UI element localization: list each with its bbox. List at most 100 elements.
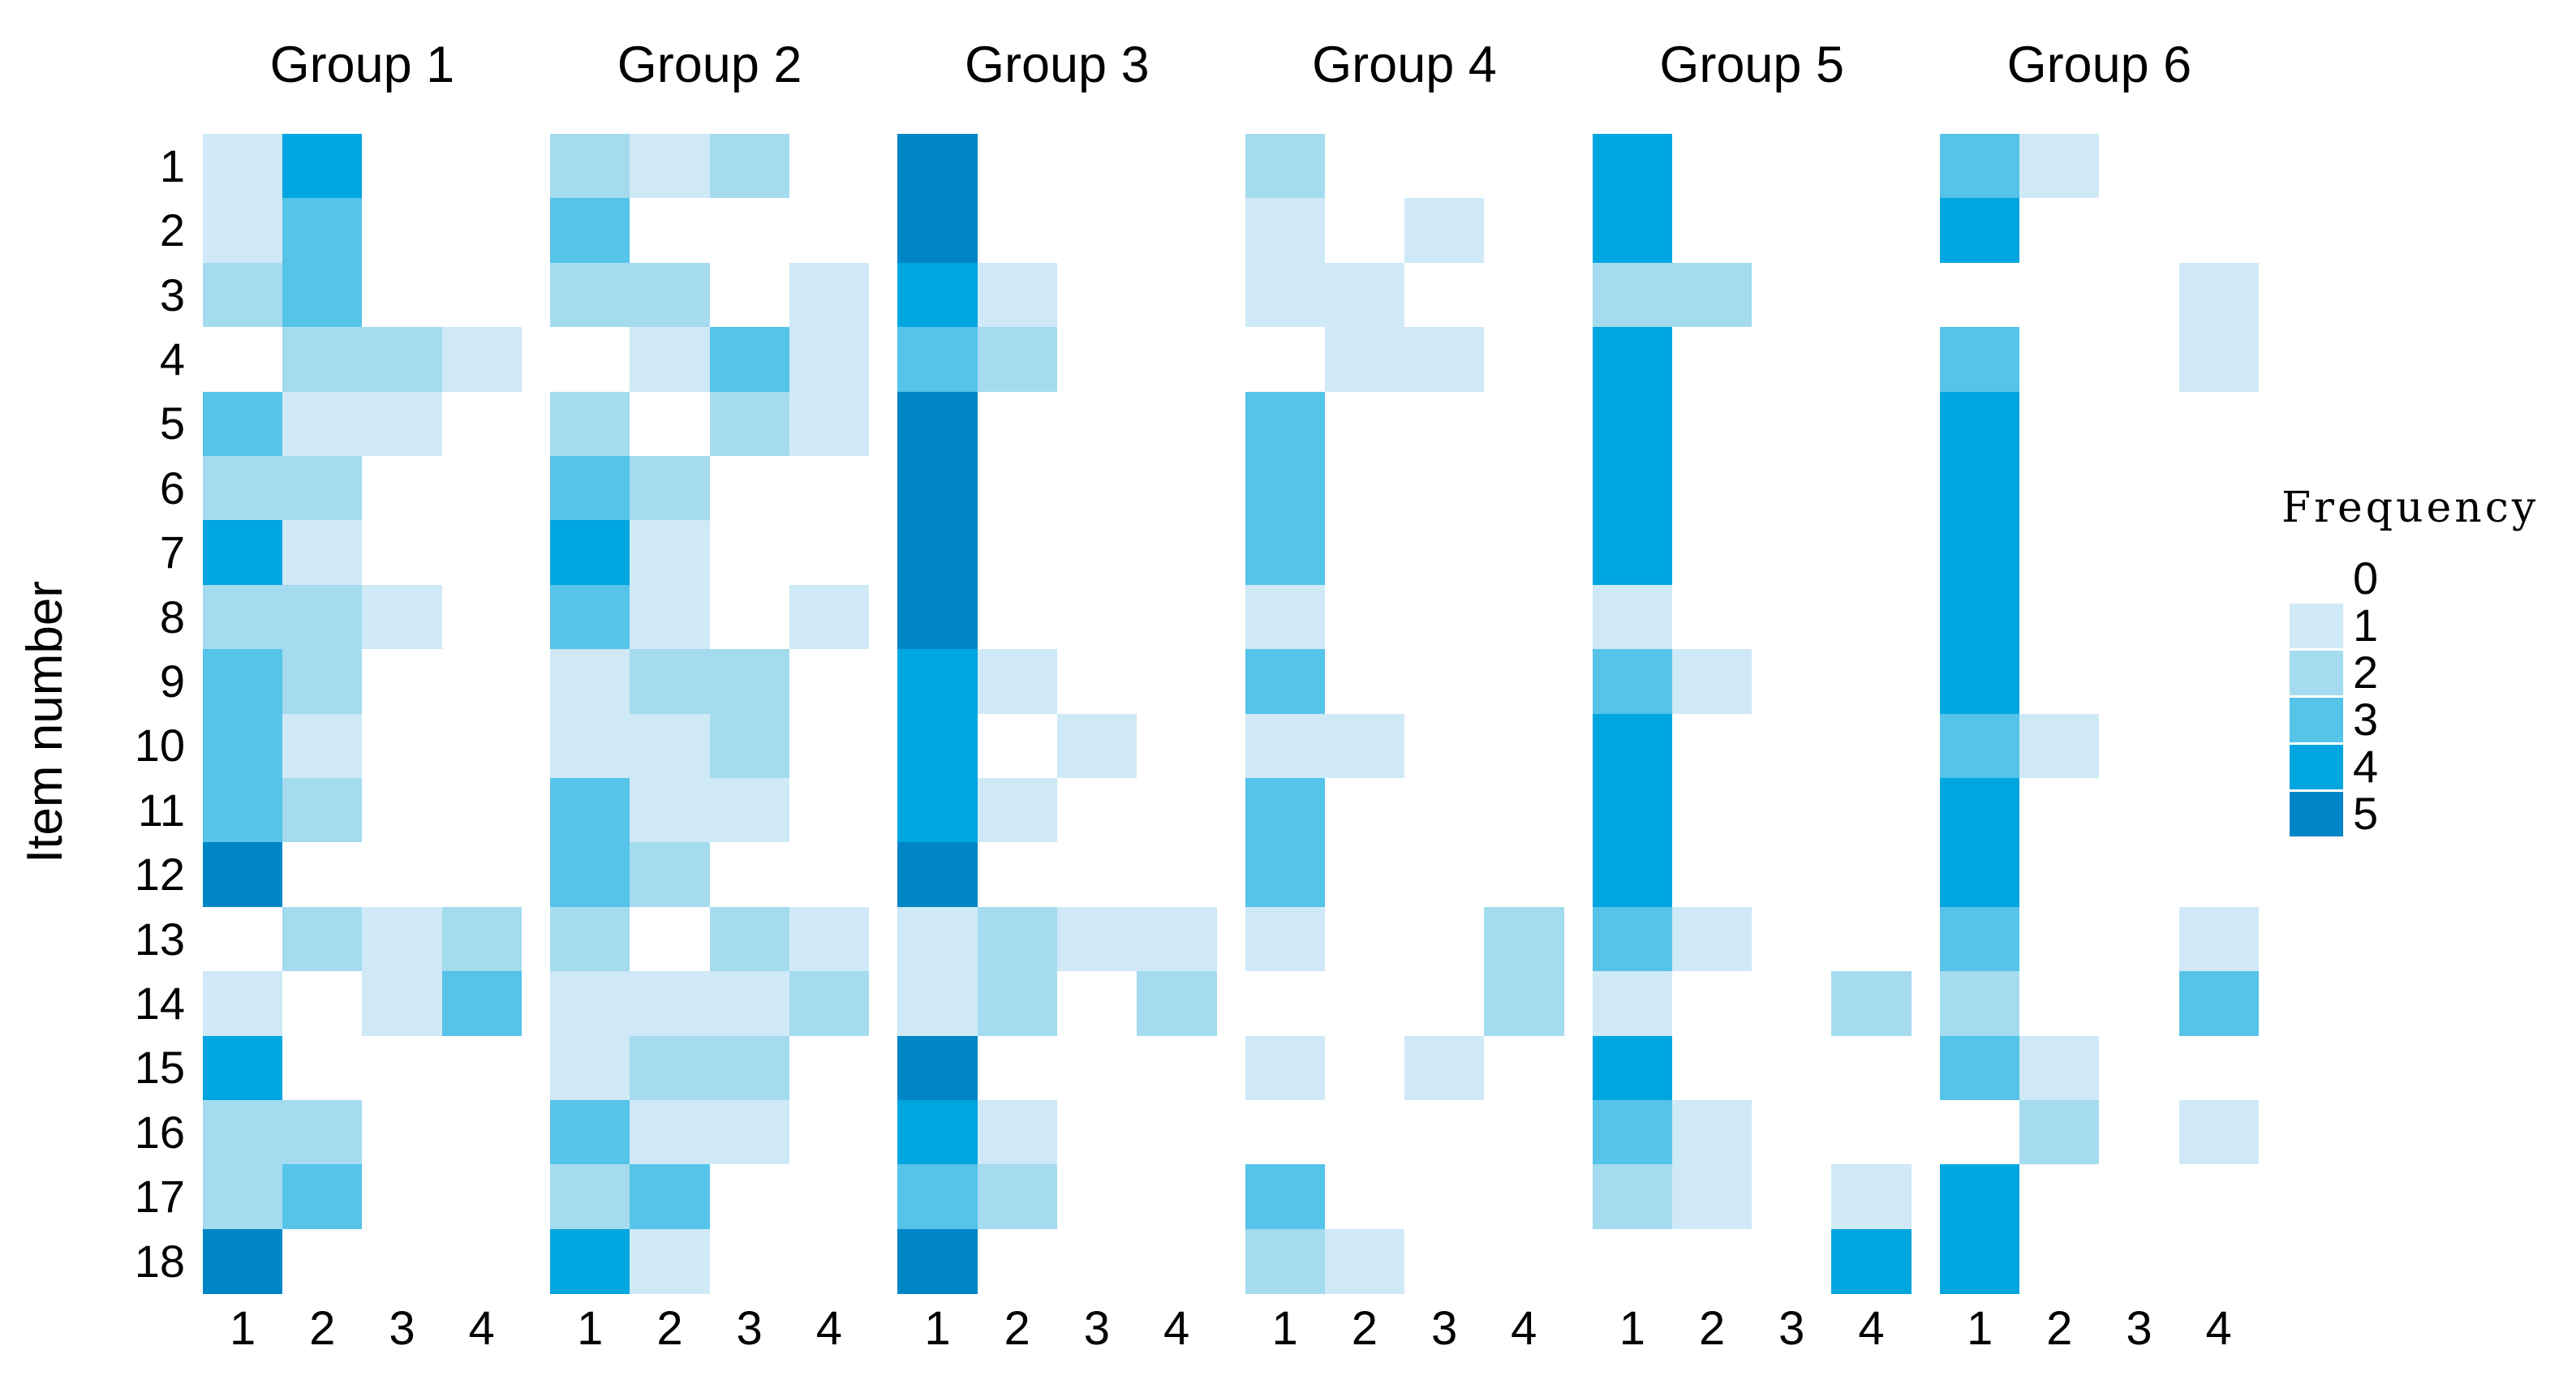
heatmap-cell bbox=[630, 391, 711, 457]
heatmap-cell bbox=[550, 391, 630, 457]
heatmap-cell bbox=[2099, 327, 2180, 393]
heatmap-cell bbox=[203, 971, 283, 1037]
heatmap-cell bbox=[709, 198, 790, 264]
heatmap-cell bbox=[2099, 1035, 2180, 1101]
heatmap-cell bbox=[1592, 520, 1673, 586]
heatmap-cell bbox=[550, 1100, 630, 1165]
heatmap-cell bbox=[282, 1228, 363, 1294]
heatmap-cell bbox=[1672, 778, 1752, 843]
heatmap-cell bbox=[550, 842, 630, 908]
heatmap-cell bbox=[2019, 1100, 2100, 1165]
y-tick-label: 6 bbox=[159, 462, 185, 514]
heatmap-cell bbox=[441, 134, 523, 199]
heatmap-cell bbox=[550, 198, 630, 264]
heatmap-cell bbox=[1831, 1164, 1912, 1230]
heatmap-cell bbox=[789, 327, 870, 393]
heatmap-cell bbox=[550, 778, 630, 843]
heatmap-cell bbox=[977, 713, 1058, 779]
heatmap-cell bbox=[1831, 1228, 1912, 1294]
heatmap-cell bbox=[1056, 262, 1137, 328]
x-tick-label: 3 bbox=[1430, 1302, 1458, 1355]
heatmap-cell bbox=[1592, 971, 1673, 1037]
heatmap-cell bbox=[1245, 134, 1326, 199]
heatmap-cell bbox=[789, 778, 870, 843]
heatmap-cell bbox=[1324, 520, 1405, 586]
heatmap-cell bbox=[709, 906, 790, 972]
heatmap-cell bbox=[1056, 1228, 1137, 1294]
heatmap-cell bbox=[630, 649, 711, 715]
heatmap-cell bbox=[2099, 1228, 2180, 1294]
heatmap-cell bbox=[1940, 1100, 2020, 1165]
y-tick-label: 8 bbox=[159, 591, 185, 643]
y-tick-label: 13 bbox=[134, 913, 185, 965]
heatmap-cell bbox=[1245, 391, 1326, 457]
heatmap-cell bbox=[1484, 842, 1564, 908]
heatmap-cell bbox=[1752, 134, 1832, 199]
heatmap-cell bbox=[282, 391, 363, 457]
heatmap-cell bbox=[1056, 1035, 1137, 1101]
heatmap-cell bbox=[203, 134, 283, 199]
heatmap-cell bbox=[630, 713, 711, 779]
heatmap-cell bbox=[1672, 1100, 1752, 1165]
heatmap-cell bbox=[441, 262, 523, 328]
heatmap-cell bbox=[789, 1100, 870, 1165]
heatmap-cell bbox=[282, 1100, 363, 1165]
heatmap-cell bbox=[1056, 971, 1137, 1037]
legend-value-label: 4 bbox=[2353, 741, 2379, 792]
heatmap-cell bbox=[1245, 456, 1326, 521]
heatmap-cell bbox=[2099, 584, 2180, 650]
heatmap-cell bbox=[2178, 778, 2260, 843]
heatmap-cell bbox=[630, 198, 711, 264]
heatmap-cell bbox=[1752, 1228, 1832, 1294]
heatmap-cell bbox=[1137, 391, 1217, 457]
heatmap-cell bbox=[2019, 971, 2100, 1037]
heatmap-cell bbox=[1592, 456, 1673, 521]
heatmap-cell bbox=[1137, 584, 1217, 650]
heatmap-cell bbox=[1324, 391, 1405, 457]
heatmap-cell bbox=[282, 649, 363, 715]
heatmap-cell bbox=[709, 327, 790, 393]
heatmap-cell bbox=[203, 584, 283, 650]
heatmap-cell bbox=[897, 391, 978, 457]
heatmap-cell bbox=[2099, 778, 2180, 843]
heatmap-cell bbox=[2099, 1100, 2180, 1165]
heatmap-cell bbox=[1137, 1164, 1217, 1230]
heatmap-cell bbox=[630, 842, 711, 908]
heatmap-cell bbox=[1245, 971, 1326, 1037]
heatmap-cell bbox=[203, 1100, 283, 1165]
heatmap-cell bbox=[2099, 520, 2180, 586]
heatmap-cell bbox=[2178, 520, 2260, 586]
heatmap-cell bbox=[1245, 198, 1326, 264]
heatmap-cell bbox=[897, 649, 978, 715]
heatmap-cell bbox=[1940, 1164, 2020, 1230]
heatmap-cell bbox=[1592, 262, 1673, 328]
heatmap-cell bbox=[1137, 198, 1217, 264]
heatmap-cell bbox=[441, 713, 523, 779]
heatmap-cell bbox=[1324, 1035, 1405, 1101]
heatmap-cell bbox=[1484, 1035, 1564, 1101]
heatmap-cell bbox=[1831, 198, 1912, 264]
heatmap-cell bbox=[1752, 198, 1832, 264]
heatmap-cell bbox=[282, 971, 363, 1037]
heatmap-cell bbox=[1484, 1100, 1564, 1165]
heatmap-cell bbox=[282, 906, 363, 972]
heatmap-cell bbox=[362, 1035, 443, 1101]
heatmap-cell bbox=[1592, 1164, 1673, 1230]
heatmap-cell bbox=[2099, 649, 2180, 715]
heatmap-cell bbox=[897, 1164, 978, 1230]
heatmap-cell bbox=[441, 584, 523, 650]
heatmap-cell bbox=[1752, 778, 1832, 843]
heatmap-cell bbox=[897, 1035, 978, 1101]
legend-swatch bbox=[2290, 604, 2343, 648]
heatmap-cell bbox=[709, 520, 790, 586]
heatmap-cell bbox=[1484, 262, 1564, 328]
group-title: Group 1 bbox=[269, 37, 455, 93]
y-tick-label: 12 bbox=[134, 849, 185, 901]
heatmap-cell bbox=[1592, 327, 1673, 393]
heatmap-cell bbox=[2099, 842, 2180, 908]
heatmap-cell bbox=[362, 1228, 443, 1294]
heatmap-cell bbox=[441, 906, 523, 972]
heatmap-cell bbox=[1404, 713, 1485, 779]
heatmap-cell bbox=[1137, 906, 1217, 972]
heatmap-cell bbox=[1672, 262, 1752, 328]
